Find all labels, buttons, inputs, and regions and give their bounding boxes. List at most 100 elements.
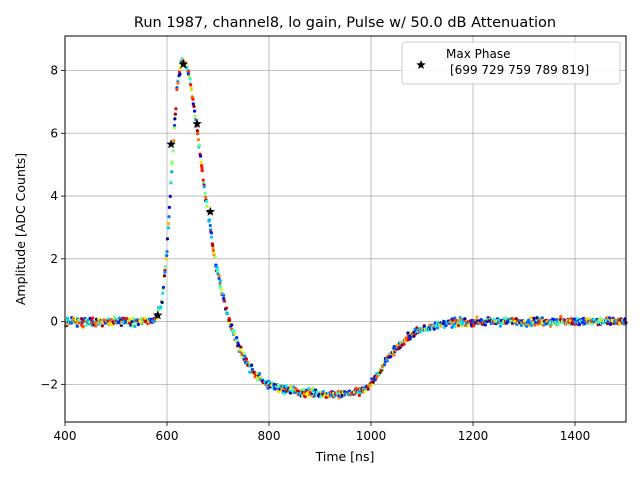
data-point [212, 251, 216, 255]
data-point [193, 114, 197, 118]
data-point [160, 300, 164, 305]
chart-title: Run 1987, channel8, lo gain, Pulse w/ 50… [134, 15, 556, 31]
y-axis-label: Amplitude [ADC Counts] [13, 153, 28, 305]
y-tick-label: 8 [50, 64, 58, 78]
data-point [266, 386, 270, 390]
data-point [235, 336, 239, 340]
data-point [173, 112, 177, 116]
axis-ticks: 400 600 800 1000 1200 1400 −2 0 2 4 6 8 [40, 64, 590, 443]
data-point [125, 317, 129, 321]
data-point [233, 332, 237, 336]
data-point [483, 323, 487, 327]
data-point [402, 342, 406, 346]
data-point [218, 281, 222, 286]
data-point [166, 222, 171, 226]
data-point [131, 322, 135, 326]
data-point [192, 104, 196, 108]
data-point [108, 323, 112, 327]
data-point [222, 299, 227, 303]
data-point [569, 316, 573, 321]
data-point [590, 322, 594, 326]
data-point [161, 285, 166, 289]
data-point [163, 270, 167, 274]
data-point [173, 117, 177, 121]
data-point [559, 314, 563, 319]
max-phase-star [205, 206, 216, 216]
x-tick-label: 1000 [356, 429, 387, 443]
x-tick-label: 1200 [458, 429, 489, 443]
data-point [461, 322, 465, 326]
data-point [191, 97, 195, 101]
x-tick-label: 1400 [560, 429, 591, 443]
max-phase-star [178, 59, 189, 69]
data-point [363, 389, 367, 394]
data-point [354, 386, 358, 390]
data-point [456, 323, 461, 328]
data-point [189, 86, 194, 91]
data-point [163, 264, 167, 269]
data-point [533, 323, 537, 327]
data-point [65, 316, 70, 320]
legend-entry-detail: [699 729 759 789 819] [450, 63, 589, 77]
data-point [171, 149, 175, 153]
x-tick-label: 400 [54, 429, 77, 443]
data-point [205, 205, 210, 209]
data-point [217, 276, 221, 281]
data-point [382, 362, 387, 367]
data-point [164, 257, 168, 261]
data-point [205, 199, 209, 204]
data-point [186, 72, 190, 76]
data-point [202, 184, 206, 189]
data-point [215, 267, 220, 272]
data-point [210, 235, 214, 239]
legend-star-icon [416, 60, 426, 70]
data-point [176, 81, 180, 85]
data-point [169, 180, 173, 184]
legend-entry-name: Max Phase [446, 47, 510, 61]
data-point [168, 194, 172, 198]
data-point [435, 326, 440, 330]
data-point [187, 69, 191, 73]
data-point [463, 317, 467, 321]
data-point [270, 380, 274, 384]
data-point [178, 72, 182, 76]
data-point [133, 324, 137, 328]
data-point [237, 343, 241, 347]
data-point [242, 351, 246, 355]
data-point [167, 215, 171, 219]
data-point [162, 274, 167, 278]
data-point [166, 226, 171, 230]
data-point [239, 345, 243, 349]
data-point [311, 386, 316, 390]
data-point [185, 67, 189, 71]
data-point [172, 124, 177, 128]
plot-frame [64, 35, 627, 423]
y-tick-label: −2 [40, 377, 58, 391]
data-point [366, 387, 370, 391]
data-point [255, 371, 259, 375]
data-point [165, 237, 170, 241]
data-point [195, 129, 199, 133]
data-point [219, 287, 224, 291]
data-point [243, 354, 247, 358]
data-point [250, 367, 255, 372]
data-point [392, 353, 396, 357]
data-point [475, 315, 479, 319]
data-point [94, 324, 98, 328]
data-point [218, 279, 223, 283]
data-point [258, 371, 262, 376]
data-point [617, 321, 621, 325]
data-point [91, 316, 95, 320]
data-point [199, 160, 203, 164]
data-point [554, 317, 558, 322]
data-point [213, 255, 217, 259]
data-point [222, 293, 226, 297]
data-point [207, 218, 212, 222]
grid-lines [64, 36, 626, 422]
data-point [170, 170, 174, 174]
data-point [136, 322, 140, 326]
data-point [248, 370, 252, 374]
data-point [250, 363, 254, 367]
data-point [557, 322, 561, 326]
